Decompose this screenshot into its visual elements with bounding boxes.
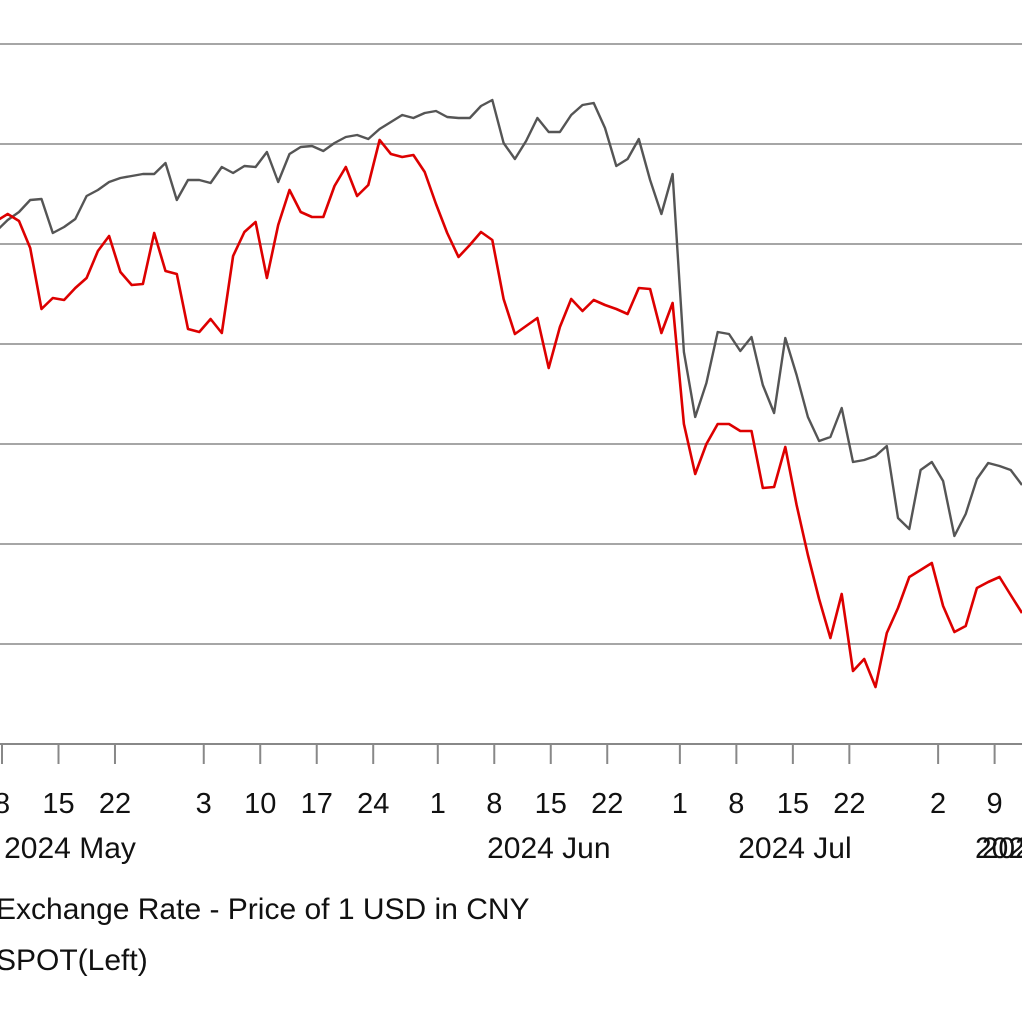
series-lines: [0, 98, 1022, 689]
x-tick-label-8: 8: [486, 788, 502, 820]
x-tick-label-12: 8: [728, 788, 744, 820]
x-tick-label-5: 17: [301, 788, 333, 820]
legend-entry-exchange-rate: Exchange Rate - Price of 1 USD in CNY: [0, 893, 530, 927]
x-tick-label-15: 2: [930, 788, 946, 820]
x-tick-label-2: 22: [99, 788, 131, 820]
x-month-label-3: 2024 Aug: [982, 832, 1022, 865]
x-axis-month-labels: 2024 May 2024 Jun 2024 Jul 2024 Aug202: [4, 832, 1022, 865]
x-tick-label-10: 22: [591, 788, 623, 820]
gridlines: [0, 43, 1022, 645]
series-line-exchange-rate: [0, 98, 1022, 538]
x-axis-ticks: [1, 744, 996, 764]
x-month-label-4: 202: [975, 832, 1022, 865]
x-tick-label-1: 15: [42, 788, 74, 820]
x-month-label-0: 2024 May: [4, 832, 136, 865]
x-tick-label-16: 9: [987, 788, 1003, 820]
x-tick-label-6: 24: [357, 788, 389, 820]
series-line-spot: [0, 138, 1022, 689]
x-tick-label-13: 15: [777, 788, 809, 820]
x-month-label-1: 2024 Jun: [487, 832, 610, 865]
x-month-label-2: 2024 Jul: [738, 832, 851, 865]
x-tick-label-9: 15: [535, 788, 567, 820]
legend-label-spot: SPOT(Left): [0, 944, 148, 977]
x-tick-label-4: 10: [244, 788, 276, 820]
x-tick-label-0: 8: [0, 788, 10, 820]
x-tick-label-14: 22: [833, 788, 865, 820]
x-tick-label-7: 1: [430, 788, 446, 820]
x-tick-label-11: 1: [672, 788, 688, 820]
x-axis-tick-labels: 8 15 22 3 10 17 24 1 8 15 22 1 8 15 22 2 9: [0, 788, 1003, 820]
legend-entry-spot: SPOT(Left): [0, 944, 148, 978]
legend-label-exchange-rate: Exchange Rate - Price of 1 USD in CNY: [0, 893, 530, 926]
x-tick-label-3: 3: [196, 788, 212, 820]
